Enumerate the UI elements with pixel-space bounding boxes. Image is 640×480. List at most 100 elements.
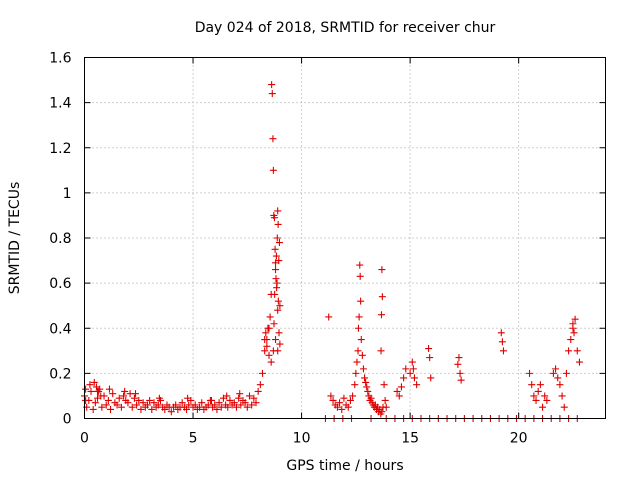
data-point <box>272 266 280 274</box>
data-point <box>381 396 389 404</box>
data-point <box>178 399 186 407</box>
data-point <box>530 392 538 400</box>
data-point <box>265 351 273 359</box>
data-point <box>356 261 364 269</box>
data-point <box>325 313 333 321</box>
data-point <box>329 396 337 404</box>
data-point <box>456 369 464 377</box>
data-point <box>248 401 256 409</box>
data-point <box>102 401 110 409</box>
data-point <box>196 403 204 411</box>
data-point <box>344 403 352 411</box>
data-point <box>211 401 219 409</box>
data-point <box>274 220 282 228</box>
data-point <box>115 394 123 402</box>
data-point <box>378 293 386 301</box>
data-point <box>377 311 385 319</box>
data-point <box>532 396 540 404</box>
data-point <box>269 135 277 143</box>
data-point <box>259 369 267 377</box>
data-point <box>256 381 264 389</box>
data-point <box>354 324 362 332</box>
data-point <box>413 381 421 389</box>
x-tick-label: 15 <box>401 431 419 447</box>
data-point <box>183 405 191 413</box>
data-point <box>130 394 138 402</box>
data-point <box>425 345 433 353</box>
data-point <box>270 320 278 328</box>
data-point <box>266 313 274 321</box>
y-tick-label: 0.6 <box>49 276 71 292</box>
data-point <box>82 396 90 404</box>
data-point <box>554 374 562 382</box>
data-point <box>148 405 156 413</box>
data-point <box>261 347 269 355</box>
y-tick-label: 1.6 <box>49 51 71 67</box>
data-point <box>121 387 129 395</box>
data-point <box>575 358 583 366</box>
data-point <box>408 358 416 366</box>
data-point <box>333 403 341 411</box>
data-point <box>146 396 154 404</box>
data-point <box>498 338 506 346</box>
data-point <box>273 234 281 242</box>
data-point <box>534 387 542 395</box>
data-point <box>410 374 418 382</box>
data-point <box>86 381 94 389</box>
data-point <box>261 336 269 344</box>
data-point <box>87 387 95 395</box>
data-point <box>245 392 253 400</box>
data-point <box>359 365 367 373</box>
data-point <box>573 347 581 355</box>
data-point <box>272 252 280 260</box>
data-points <box>81 81 583 422</box>
data-point <box>268 81 276 89</box>
data-point <box>223 392 231 400</box>
data-point <box>499 347 507 355</box>
data-point <box>172 401 180 409</box>
data-point <box>135 396 143 404</box>
data-point <box>124 399 132 407</box>
x-tick-label: 5 <box>189 431 198 447</box>
data-point <box>346 396 354 404</box>
data-point <box>349 392 357 400</box>
data-point <box>90 378 98 386</box>
data-point <box>275 257 283 265</box>
data-point <box>137 405 145 413</box>
data-point <box>232 403 240 411</box>
data-point <box>270 214 278 222</box>
data-point <box>454 360 462 368</box>
data-point <box>354 347 362 355</box>
data-point <box>128 403 136 411</box>
data-point <box>393 387 401 395</box>
data-point <box>565 347 573 355</box>
y-tick-label: 0.8 <box>49 231 71 247</box>
data-point <box>236 390 244 398</box>
data-point <box>274 347 282 355</box>
data-point <box>364 387 372 395</box>
data-point <box>91 399 99 407</box>
data-point <box>558 392 566 400</box>
data-point <box>264 324 272 332</box>
data-point <box>254 387 262 395</box>
data-point <box>268 90 276 98</box>
data-point <box>382 403 390 411</box>
data-point <box>276 340 284 348</box>
data-point <box>185 401 193 409</box>
data-point <box>275 329 283 337</box>
data-point <box>395 392 403 400</box>
data-point <box>562 369 570 377</box>
data-point <box>250 394 258 402</box>
data-point <box>571 315 579 323</box>
data-point <box>536 381 544 389</box>
y-axis-ticks: 0 0.2 0.4 0.6 0.8 1 1.2 1.4 1.6 <box>49 51 606 428</box>
data-point <box>241 399 249 407</box>
data-point <box>117 403 125 411</box>
data-point <box>338 405 346 413</box>
data-point <box>154 401 162 409</box>
data-point <box>552 365 560 373</box>
data-point <box>272 275 280 283</box>
data-point <box>567 336 575 344</box>
y-tick-label: 1.2 <box>49 141 71 157</box>
